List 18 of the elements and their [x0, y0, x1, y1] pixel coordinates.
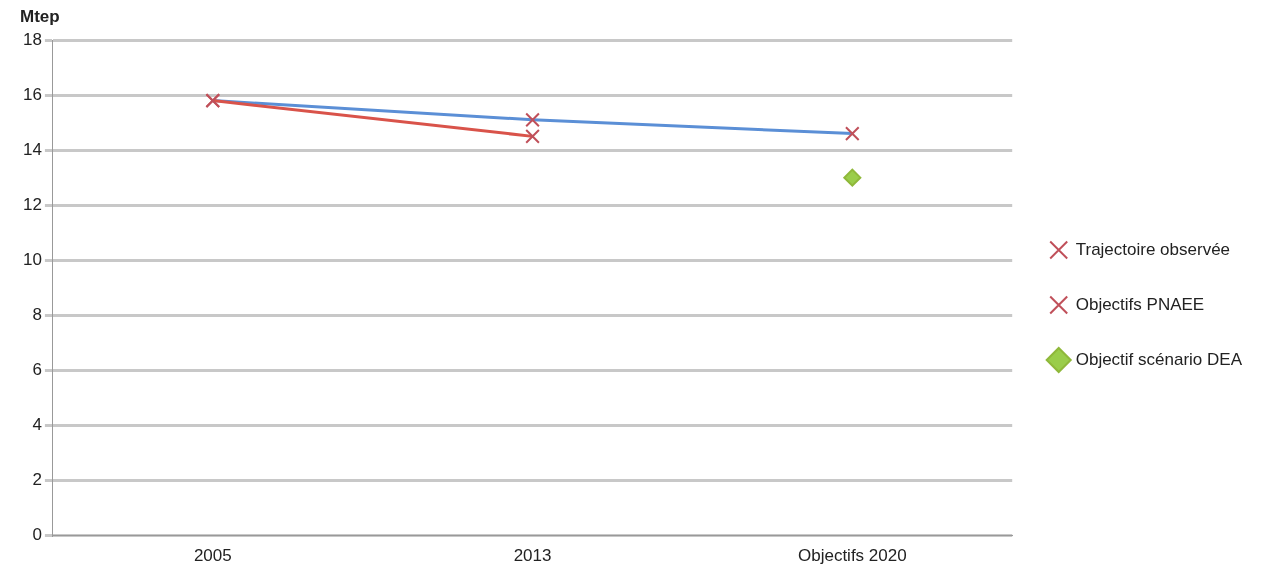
y-tick-label: 12 [22, 194, 42, 214]
y-tick-label: 6 [32, 360, 42, 380]
y-axis-title: Mtep [20, 7, 60, 27]
y-tick-label: 10 [22, 249, 42, 269]
y-tick-label: 18 [22, 29, 42, 49]
legend-label: Objectif scénario DEA [1075, 349, 1243, 369]
legend-label: Objectifs PNAEE [1075, 294, 1205, 314]
y-tick-label: 16 [22, 84, 42, 104]
y-tick-label: 14 [22, 139, 42, 159]
y-tick-label: 0 [32, 525, 42, 545]
y-tick-label: 4 [32, 415, 42, 435]
x-tick-label: Objectifs 2020 [797, 546, 907, 566]
x-tick-label: 2013 [513, 546, 552, 566]
legend-label: Trajectoire observée [1075, 239, 1231, 259]
x-tick-label: 2005 [193, 546, 232, 566]
y-tick-label: 8 [32, 305, 42, 325]
point [843, 168, 862, 187]
y-tick-label: 2 [32, 470, 42, 490]
